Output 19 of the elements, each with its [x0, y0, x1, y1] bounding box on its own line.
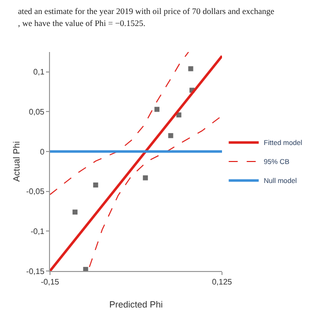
y-tick-label: 0,05 — [28, 108, 45, 117]
y-tick-label: -0,05 — [26, 187, 45, 196]
y-tick-label: 0 — [40, 147, 45, 156]
point — [188, 66, 194, 72]
point — [72, 210, 78, 215]
text: , we have the value of Phi = −0.1525. — [18, 18, 146, 28]
point — [93, 182, 98, 188]
x-axis-title: Predicted Phi — [109, 299, 163, 310]
y-tick-label: -0,15 — [26, 266, 45, 276]
point — [168, 133, 174, 138]
line-series — [50, 52, 190, 196]
text: ated an estimate for the year 2019 with oil price of 70 dollars and exchange — [18, 6, 275, 16]
y-tick-label: 0,1 — [33, 68, 45, 77]
x-tick-label: 0,125 — [212, 278, 233, 287]
point — [154, 106, 160, 112]
y-axis-title: Actual Phi — [12, 141, 22, 182]
point — [176, 112, 182, 118]
point — [142, 175, 148, 180]
y-tick-label: -0,1 — [30, 226, 45, 236]
